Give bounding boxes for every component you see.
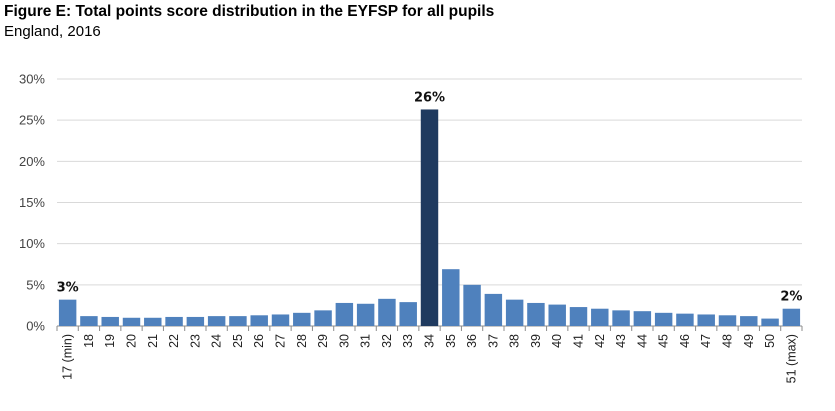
bar-32 [378,298,396,326]
x-tick-label: 50 [763,334,777,348]
bar-27 [271,314,290,326]
x-tick-label: 43 [614,334,628,348]
bar-25 [229,316,247,326]
bar-26 [250,315,268,326]
bar-22 [165,316,183,326]
y-tick-label: 10% [19,236,45,251]
x-tick-label: 24 [210,334,224,348]
x-tick-label: 45 [657,334,671,348]
chart-subtitle: England, 2016 [4,23,101,40]
bars [58,109,801,326]
y-tick-label: 15% [19,195,45,210]
bar-30 [335,302,354,326]
x-tick-label: 47 [699,334,713,348]
x-tick-label: 32 [380,334,394,348]
bar-31 [356,303,375,326]
x-tick-label: 26 [252,334,266,348]
y-tick-label: 25% [19,113,45,128]
bar-29 [314,310,332,326]
x-tick-label: 17 (min) [61,334,75,380]
data-label: 2% [780,290,802,305]
x-tick-label: 44 [635,334,649,348]
bar-37 [484,293,503,326]
bar-21 [144,317,162,326]
x-tick-label: 22 [167,334,181,348]
x-tick-label: 27 [274,334,288,348]
x-tick-label: 35 [444,334,458,348]
x-tick-label: 31 [359,334,373,348]
x-tick-label: 23 [188,334,202,348]
bar-35 [442,269,460,326]
x-tick-label: 41 [572,334,586,348]
x-tick-label: 28 [295,334,309,348]
bar-17min [58,299,77,326]
bar-42 [591,308,609,326]
y-tick-label: 0% [26,319,45,334]
x-axis: 17 (min) 18 19 20 21 22 23 24 25 26 27 28 29 30 31 32 33… [56,326,803,383]
x-tick-label: 51 (max) [784,334,798,383]
data-label: 26% [414,90,445,105]
bar-51max [782,308,801,326]
bar-44 [633,311,652,326]
x-tick-label: 18 [82,334,96,348]
bar-33 [399,302,417,326]
x-tick-label: 42 [593,334,607,348]
bar-48 [718,315,737,326]
bar-45 [654,312,673,326]
data-label: 3% [57,281,79,296]
y-tick-label: 5% [26,277,45,292]
bar-19 [101,316,119,326]
chart-title: Figure E: Total points score distributio… [4,3,495,20]
x-tick-label: 37 [486,334,500,348]
x-tick-label: 33 [401,334,415,348]
bar-47 [697,314,715,326]
bar-43 [612,310,630,326]
x-tick-label: 36 [465,334,479,348]
bar-40 [548,304,566,326]
bar-46 [676,313,694,326]
y-tick-label: 30% [19,72,45,87]
x-tick-label: 20 [125,334,139,348]
bar-34 [420,109,439,326]
x-tick-label: 48 [721,334,735,348]
bar-49 [740,316,758,326]
y-axis: 0% 5% 10% 15% 20% 25% 30% [19,72,45,334]
x-tick-label: 34 [423,334,437,348]
bar-36 [463,284,481,326]
x-tick-label: 46 [678,334,692,348]
bar-18 [80,316,98,326]
bar-28 [293,312,311,326]
bar-23 [186,316,205,326]
x-tick-label: 19 [103,334,117,348]
x-tick-label: 40 [550,334,564,348]
x-tick-label: 25 [231,334,245,348]
data-labels: 3% 26% 2% [57,90,803,304]
bar-20 [122,317,141,326]
x-tick-label: 49 [742,334,756,348]
x-tick-label: 39 [529,334,543,348]
y-tick-label: 20% [19,154,45,169]
x-tick-label: 30 [337,334,351,348]
bar-41 [569,307,588,326]
x-tick-label: 29 [316,334,330,348]
bar-39 [527,302,545,326]
bar-38 [505,299,524,326]
bar-50 [761,318,779,326]
x-tick-label: 21 [146,334,160,348]
x-tick-label: 38 [508,334,522,348]
bar-24 [207,316,226,326]
